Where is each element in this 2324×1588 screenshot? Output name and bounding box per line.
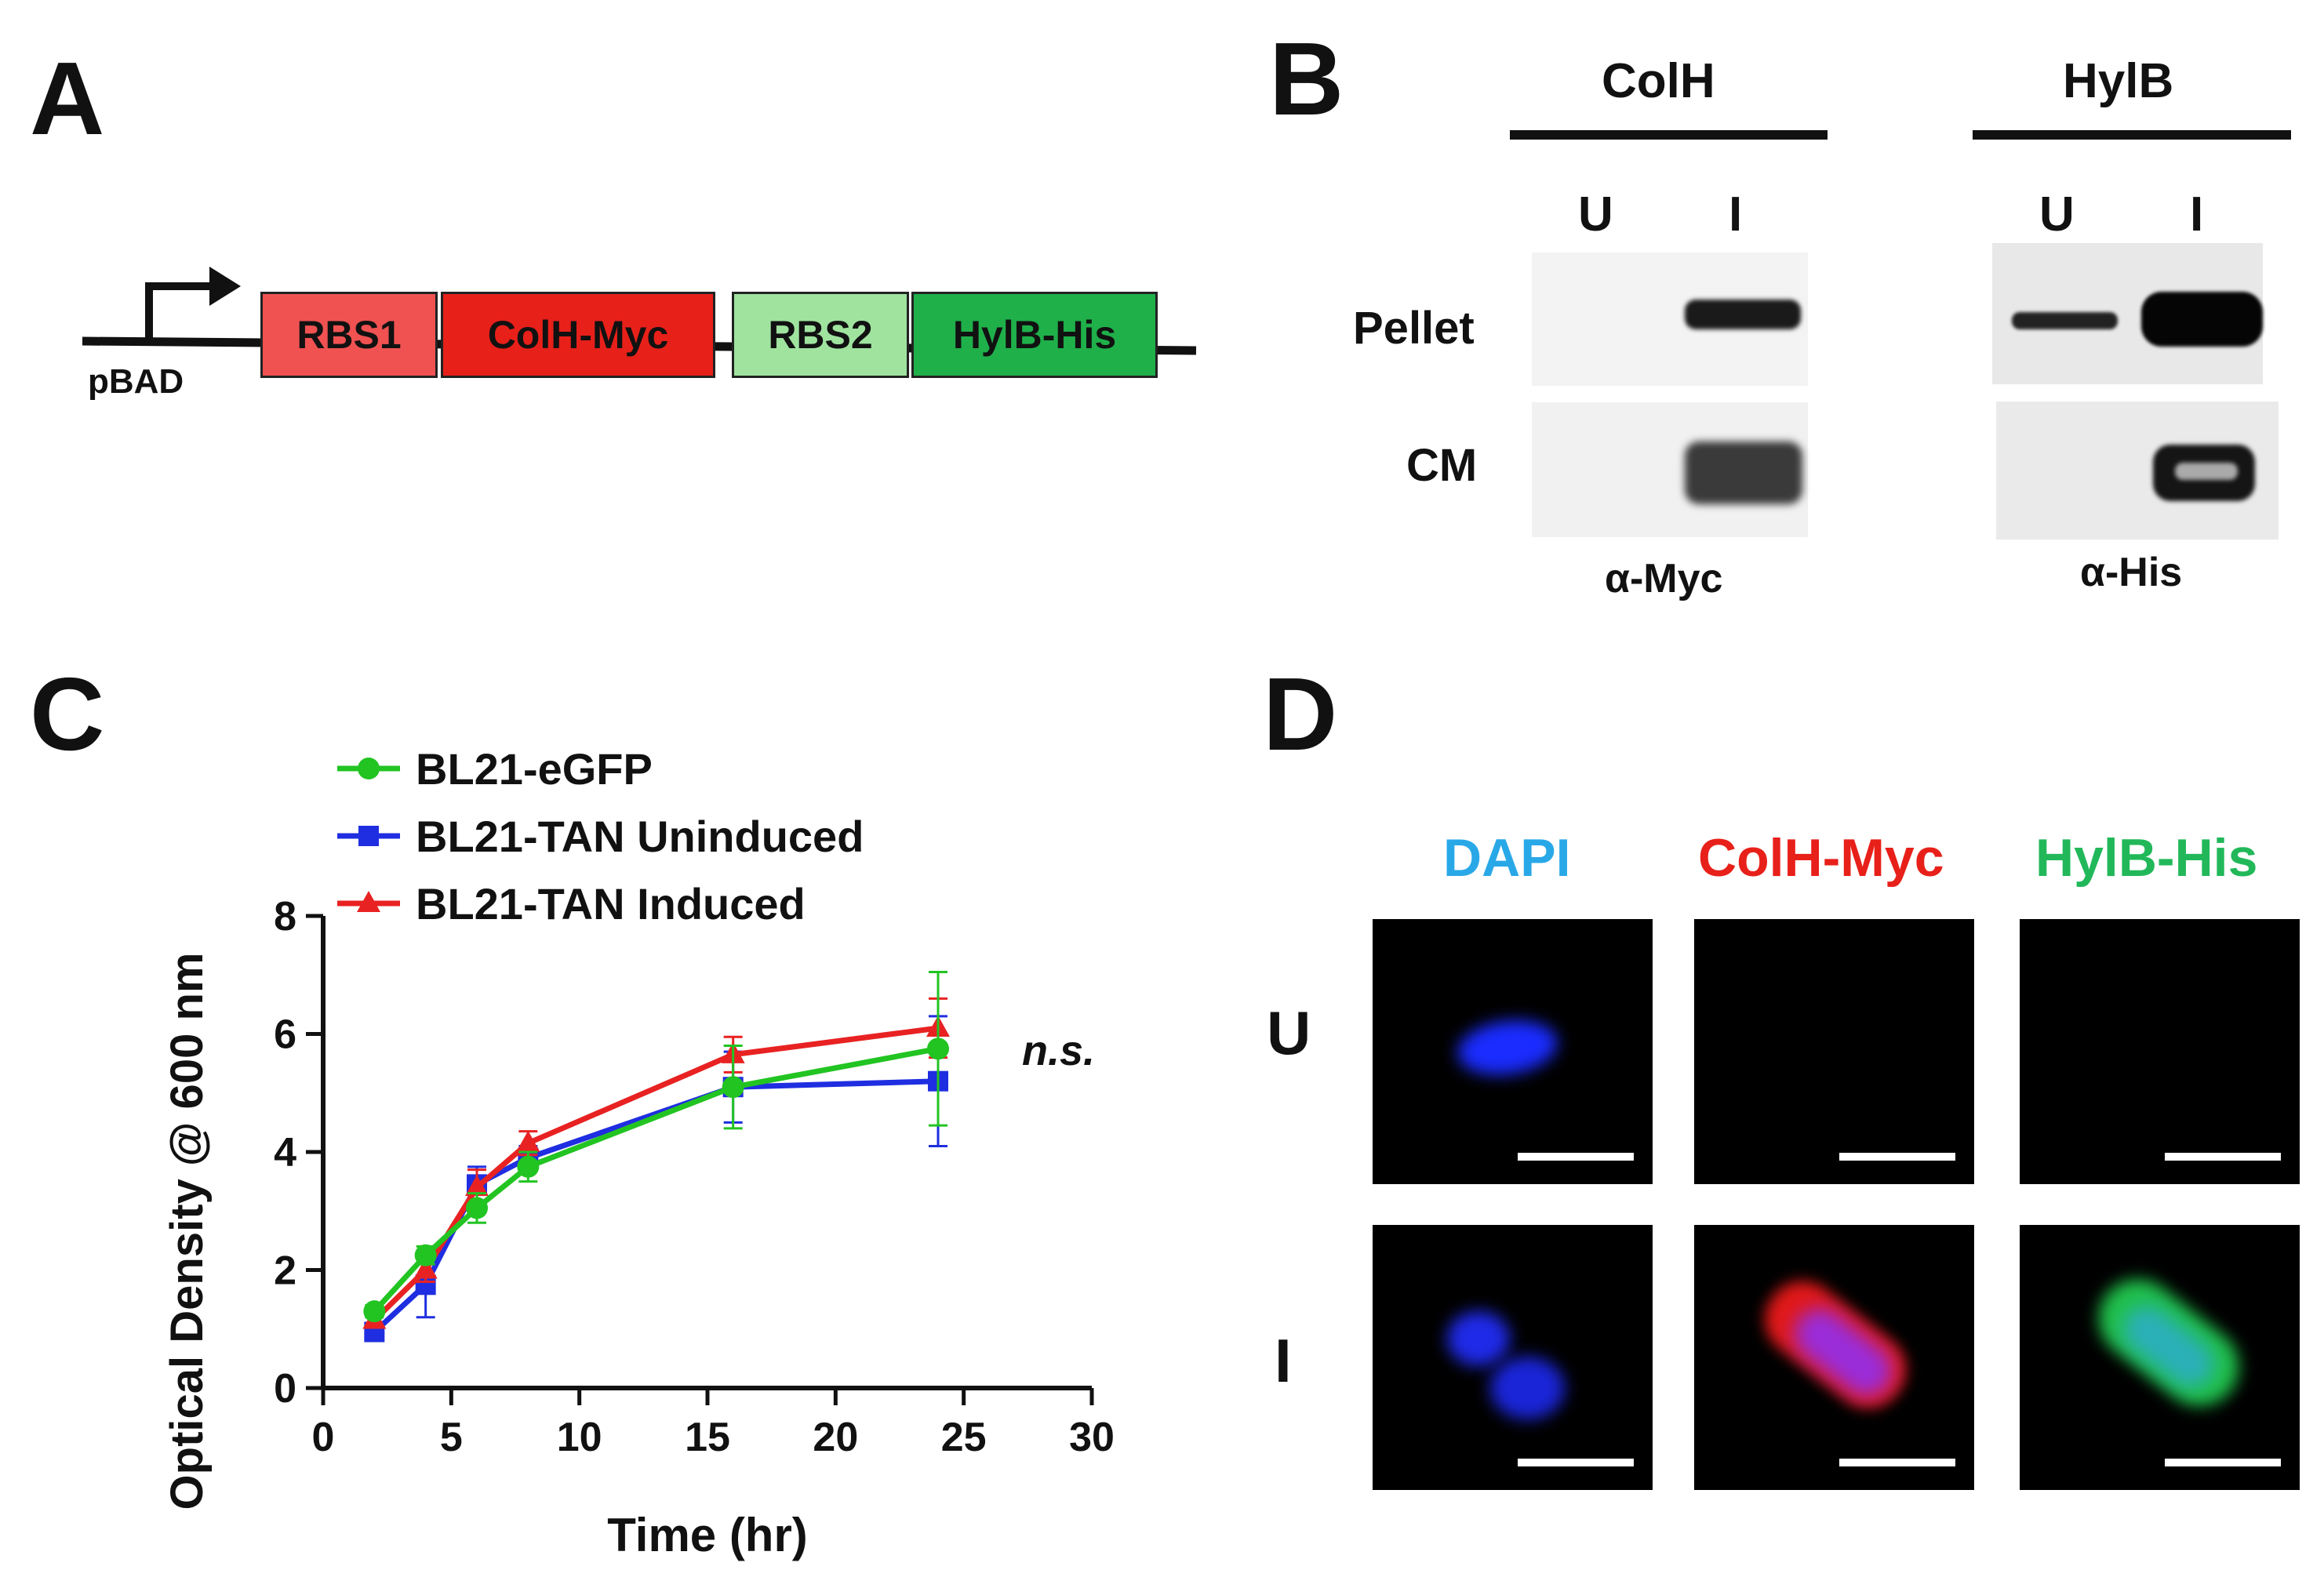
growth-chart: BL21-eGFP BL21-TAN Uninduced BL21-TAN Indu… bbox=[162, 744, 1115, 1561]
series-line bbox=[372, 1025, 939, 1322]
data-point bbox=[414, 1244, 437, 1266]
blot-colh-pellet bbox=[1532, 253, 1808, 386]
band-hylb-pellet-u bbox=[2012, 312, 2118, 329]
panel-letter-a: A bbox=[30, 41, 105, 156]
lane-label-hylb-i: I bbox=[2190, 187, 2204, 242]
promoter-arrowhead-icon bbox=[209, 267, 241, 306]
x-tick-label: 5 bbox=[440, 1415, 463, 1460]
cell-i-dapi-lower bbox=[1490, 1357, 1565, 1419]
row-label-uninduced: U bbox=[1267, 998, 1311, 1067]
lane-label-colh-i: I bbox=[1729, 187, 1743, 242]
legend-label: BL21-TAN Induced bbox=[416, 879, 806, 928]
band-hylb-cm-i-inner bbox=[2175, 463, 2238, 480]
blot-group-bar-hylb bbox=[1973, 130, 2291, 140]
segment-rbs2-label: RBS2 bbox=[768, 313, 873, 357]
cell-i-dapi-upper bbox=[1447, 1311, 1510, 1366]
x-tick-label: 30 bbox=[1069, 1415, 1115, 1460]
scale-bar-i-hylb-his bbox=[2165, 1459, 2281, 1466]
y-tick-label: 6 bbox=[274, 1012, 296, 1058]
scale-bar-u-hylb-his bbox=[2165, 1153, 2281, 1161]
legend-label: BL21-TAN Uninduced bbox=[416, 812, 864, 861]
panel-letter-c: C bbox=[30, 656, 105, 772]
lane-label-hylb-u: U bbox=[2039, 187, 2075, 242]
scale-bar-i-colh-myc bbox=[1839, 1459, 1955, 1466]
chart-plot-area bbox=[362, 970, 950, 1343]
channel-label-hylb-his: HylB-His bbox=[2035, 828, 2258, 888]
y-tick-label: 2 bbox=[274, 1248, 296, 1294]
y-tick-label: 4 bbox=[274, 1130, 296, 1176]
blot-hylb-pellet bbox=[1992, 243, 2263, 384]
segment-rbs1: RBS1 bbox=[260, 292, 438, 378]
segment-rbs1-label: RBS1 bbox=[296, 313, 402, 357]
segment-hylb-his-label: HylB-His bbox=[952, 313, 1117, 357]
series-2 bbox=[362, 997, 950, 1329]
micrograph-u-hylb-his bbox=[2020, 919, 2300, 1184]
legend-marker bbox=[357, 891, 380, 912]
row-label-pellet: Pellet bbox=[1353, 303, 1475, 354]
x-tick-label: 15 bbox=[685, 1415, 730, 1460]
x-tick-label: 10 bbox=[557, 1415, 602, 1460]
micrograph-i-colh-myc bbox=[1694, 1225, 1974, 1490]
panel-letter-b: B bbox=[1269, 21, 1344, 136]
cell-u-dapi bbox=[1453, 1014, 1562, 1081]
y-tick-label: 0 bbox=[274, 1366, 296, 1412]
promoter-label: pBAD bbox=[88, 362, 184, 401]
blot-colh-cm bbox=[1532, 402, 1808, 537]
legend-label: BL21-eGFP bbox=[416, 744, 653, 794]
data-point bbox=[363, 1300, 386, 1323]
x-axis-label: Time (hr) bbox=[607, 1509, 808, 1561]
micrograph-u-colh-myc bbox=[1694, 919, 1974, 1184]
channel-label-colh-myc: ColH-Myc bbox=[1698, 828, 1944, 888]
segment-colh-myc: ColH-Myc bbox=[441, 292, 715, 378]
data-point bbox=[927, 1037, 949, 1060]
x-tick-label: 20 bbox=[813, 1415, 858, 1460]
antibody-label-myc: α-Myc bbox=[1605, 556, 1723, 601]
legend-marker bbox=[358, 758, 380, 779]
chart-legend: BL21-eGFP BL21-TAN Uninduced BL21-TAN Indu… bbox=[337, 744, 864, 928]
band-hylb-pellet-i bbox=[2141, 292, 2263, 347]
x-tick-label: 25 bbox=[941, 1415, 987, 1460]
micrograph-i-dapi bbox=[1373, 1225, 1653, 1490]
blot-group-title-hylb: HylB bbox=[2063, 54, 2174, 108]
data-point bbox=[465, 1175, 489, 1197]
chart-axes: 0 5 10 15 20 25 30 0 2 4 6 8 bbox=[274, 894, 1115, 1460]
scale-bar-i-dapi bbox=[1518, 1459, 1634, 1466]
blot-hylb-cm bbox=[1996, 402, 2279, 540]
y-axis-label: Optical Density @ 600 nm bbox=[162, 953, 213, 1510]
promoter-arrow-icon bbox=[145, 282, 212, 341]
panel-letter-d: D bbox=[1263, 656, 1338, 772]
scale-bar-u-colh-myc bbox=[1839, 1153, 1955, 1161]
x-tick-label: 0 bbox=[312, 1415, 335, 1460]
legend-marker bbox=[358, 826, 379, 846]
band-colh-cm-i bbox=[1685, 442, 1802, 504]
data-point bbox=[516, 1130, 540, 1152]
channel-label-dapi: DAPI bbox=[1443, 828, 1571, 888]
segment-rbs2: RBS2 bbox=[732, 292, 909, 378]
row-label-induced: I bbox=[1275, 1326, 1292, 1395]
scale-bar-u-dapi bbox=[1518, 1153, 1634, 1161]
antibody-label-his: α-His bbox=[2080, 550, 2183, 595]
blot-group-bar-colh bbox=[1510, 130, 1828, 140]
micrograph-u-dapi bbox=[1373, 919, 1653, 1184]
band-colh-pellet-i bbox=[1685, 300, 1801, 329]
data-point bbox=[517, 1155, 540, 1178]
lane-label-colh-u: U bbox=[1578, 187, 1613, 242]
data-point bbox=[722, 1076, 744, 1099]
series-line bbox=[372, 1045, 939, 1314]
ns-annotation: n.s. bbox=[1022, 1027, 1095, 1074]
y-tick-label: 8 bbox=[274, 894, 296, 939]
data-point bbox=[466, 1197, 488, 1219]
row-label-cm: CM bbox=[1406, 440, 1478, 491]
segment-colh-myc-label: ColH-Myc bbox=[487, 313, 669, 357]
data-point bbox=[413, 1257, 438, 1279]
series-0 bbox=[363, 970, 949, 1323]
micrograph-i-hylb-his bbox=[2020, 1225, 2300, 1490]
segment-hylb-his: HylB-His bbox=[911, 292, 1158, 378]
blot-group-title-colh: ColH bbox=[1602, 54, 1715, 108]
